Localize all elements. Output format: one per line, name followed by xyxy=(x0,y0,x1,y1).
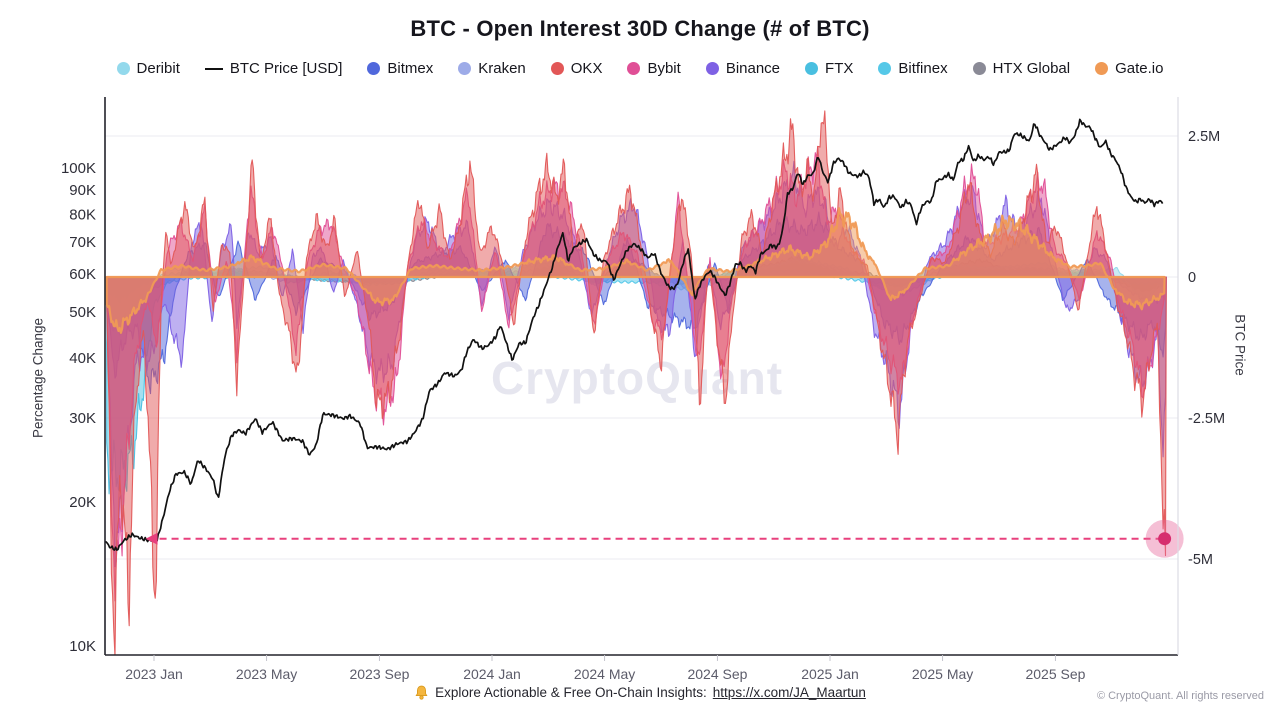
legend-item-ftx[interactable]: FTX xyxy=(805,60,853,77)
bitfinex-swatch-icon xyxy=(878,62,892,75)
legend-item-bybit[interactable]: Bybit xyxy=(627,60,681,77)
legend-label: HTX Global xyxy=(992,60,1071,77)
okx-swatch-icon xyxy=(550,62,564,75)
legend-item-gate-io[interactable]: Gate.io xyxy=(1095,60,1163,77)
y-right-tick-label: -2.5M xyxy=(1188,411,1225,427)
x-tick-label: 2023 Jan xyxy=(125,666,183,682)
kraken-swatch-icon xyxy=(458,62,472,75)
x-tick-label: 2024 May xyxy=(574,666,635,682)
y-left-tick-label: 10K xyxy=(69,638,96,655)
legend-item-binance[interactable]: Binance xyxy=(705,60,781,77)
y-right-tick-label: -5M xyxy=(1188,552,1213,568)
plot-area[interactable] xyxy=(105,97,1178,655)
y-left-tick-label: 60K xyxy=(69,266,96,283)
legend-item-bitmex[interactable]: Bitmex xyxy=(367,60,433,77)
legend-label: Kraken xyxy=(478,60,526,77)
y-left-tick-label: 30K xyxy=(69,410,96,427)
left-axis-title: Percentage Change xyxy=(30,317,46,439)
legend-label: FTX xyxy=(825,60,854,77)
legend-label: Binance xyxy=(725,60,781,77)
min-level-annotation xyxy=(145,519,1184,558)
gate-io-swatch-icon xyxy=(1095,62,1109,75)
bell-icon xyxy=(415,685,428,700)
oi-area-series xyxy=(105,110,1167,655)
legend-label: Bybit xyxy=(647,60,681,77)
axes: 100K 90K 80K 70K 60K 50K 40K 30K 20K 10K 2.5M 0 -2.5… xyxy=(61,97,1225,682)
legend-label: Bitmex xyxy=(387,60,434,77)
btc-price-line xyxy=(105,118,1164,551)
legend: Deribit BTC Price [USD] Bitmex Kraken OKX Byb… xyxy=(0,60,1280,77)
legend-item-htx-global[interactable]: HTX Global xyxy=(972,60,1071,77)
btc-price-usd--swatch-icon xyxy=(204,67,223,70)
min-marker-dot xyxy=(1158,532,1172,546)
x-tick-label: 2025 Jan xyxy=(801,666,859,682)
ftx-swatch-icon xyxy=(805,62,819,75)
x-tick-label: 2023 Sep xyxy=(349,666,409,682)
bitmex-swatch-icon xyxy=(367,62,381,75)
x-tick-label: 2025 Sep xyxy=(1025,666,1085,682)
x-tick-label: 2025 May xyxy=(912,666,973,682)
copyright-text: © CryptoQuant. All rights reserved xyxy=(1096,690,1264,702)
y-right-tick-label: 0 xyxy=(1188,270,1196,286)
area-series-gate-io xyxy=(105,207,1166,334)
footer-link[interactable]: https://x.com/JA_Maartun xyxy=(712,685,866,700)
bybit-swatch-icon xyxy=(627,62,641,75)
cryptoquant-watermark: CryptoQuant xyxy=(491,352,783,404)
legend-item-btc-price-usd-[interactable]: BTC Price [USD] xyxy=(204,60,343,77)
right-axis-title: BTC Price xyxy=(1232,314,1248,376)
y-left-tick-label: 80K xyxy=(69,206,96,223)
legend-label: Gate.io xyxy=(1115,60,1164,77)
y-left-tick-label: 90K xyxy=(69,182,96,199)
legend-label: Bitfinex xyxy=(898,60,948,77)
legend-item-okx[interactable]: OKX xyxy=(550,60,603,77)
legend-item-kraken[interactable]: Kraken xyxy=(458,60,526,77)
legend-label: Deribit xyxy=(136,60,180,77)
legend-label: BTC Price [USD] xyxy=(229,60,343,77)
page-title: BTC - Open Interest 30D Change (# of BTC… xyxy=(410,16,870,41)
y-left-tick-label: 70K xyxy=(69,234,96,251)
deribit-swatch-icon xyxy=(116,62,130,75)
y-right-tick-label: 2.5M xyxy=(1188,129,1220,145)
htx-global-swatch-icon xyxy=(972,62,986,75)
footer-text: Explore Actionable & Free On-Chain Insig… xyxy=(435,685,707,700)
legend-item-bitfinex[interactable]: Bitfinex xyxy=(878,60,948,77)
legend-label: OKX xyxy=(570,60,603,77)
footer-note: Explore Actionable & Free On-Chain Insig… xyxy=(0,685,1280,700)
binance-swatch-icon xyxy=(705,62,719,75)
x-tick-label: 2024 Sep xyxy=(687,666,747,682)
x-tick-label: 2024 Jan xyxy=(463,666,521,682)
x-tick-label: 2023 May xyxy=(236,666,297,682)
min-marker-arrow-icon xyxy=(145,532,158,545)
legend-item-deribit[interactable]: Deribit xyxy=(116,60,180,77)
y-left-tick-label: 100K xyxy=(61,160,96,177)
y-left-tick-label: 50K xyxy=(69,304,96,321)
y-left-tick-label: 40K xyxy=(69,350,96,367)
y-left-tick-label: 20K xyxy=(69,494,96,511)
